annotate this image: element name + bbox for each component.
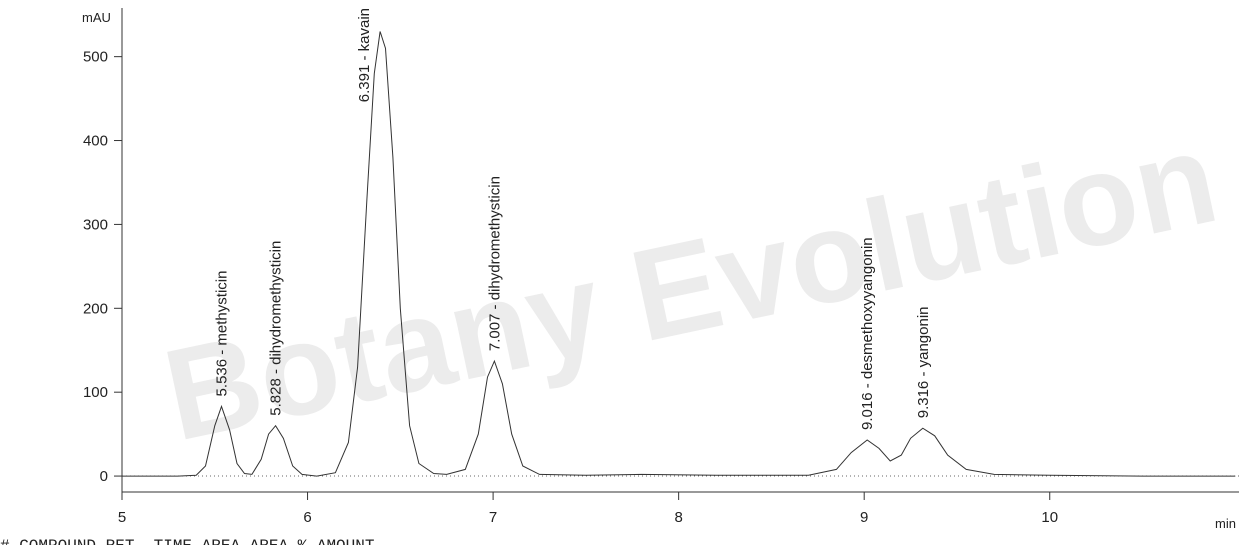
peak-label: 9.316 - yangonin xyxy=(915,306,932,418)
trace xyxy=(122,31,1236,477)
table-header: # COMPOUND RET. TIME AREA AREA % AMOUNT xyxy=(0,537,374,545)
y-axis-label: mAU xyxy=(82,10,111,25)
x-axis-label: min xyxy=(1215,516,1236,531)
y-tick-label: 400 xyxy=(83,133,108,150)
x-tick-label: 8 xyxy=(674,509,682,526)
x-tick-label: 10 xyxy=(1041,509,1058,526)
peak-label: 7.007 - dihydromethysticin xyxy=(486,176,503,351)
peak-label: 9.016 - desmethoxyyangonin xyxy=(859,237,876,430)
x-tick-label: 6 xyxy=(303,509,311,526)
peak-label: 6.391 - kavain xyxy=(356,8,373,102)
watermark: Botany Evolution xyxy=(153,103,1229,468)
y-tick-label: 300 xyxy=(83,216,108,233)
peak-label: 5.536 - methysticin xyxy=(213,271,230,397)
y-tick-label: 200 xyxy=(83,300,108,317)
x-tick-label: 5 xyxy=(118,509,126,526)
peak-label: 5.828 - dihydromethysticin xyxy=(268,241,285,416)
y-tick-label: 500 xyxy=(83,49,108,66)
x-tick-label: 7 xyxy=(489,509,497,526)
y-tick-label: 0 xyxy=(100,468,108,485)
y-tick-label: 100 xyxy=(83,384,108,401)
x-tick-label: 9 xyxy=(860,509,868,526)
